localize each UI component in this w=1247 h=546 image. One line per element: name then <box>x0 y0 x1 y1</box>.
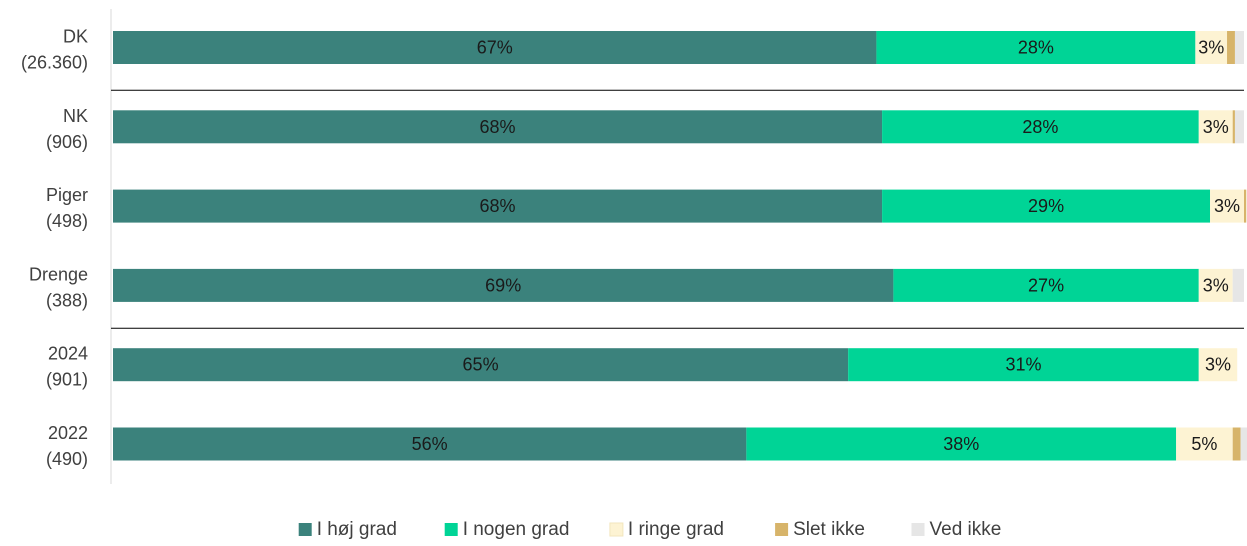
data-label: 38% <box>943 434 979 454</box>
bar-segment <box>113 110 883 144</box>
bar-segment <box>882 189 1211 223</box>
bar-segment <box>113 189 883 223</box>
data-label: 3% <box>1203 117 1229 137</box>
bar-segment <box>1227 31 1235 64</box>
legend: I høj grad I nogen grad I ringe grad Slet i… <box>298 519 1002 540</box>
data-label: 56% <box>412 434 448 454</box>
category-label: (388) <box>46 290 88 310</box>
data-label: 28% <box>1018 38 1054 58</box>
legend-label: I nogen grad <box>463 519 570 540</box>
data-label: 69% <box>485 275 521 295</box>
bar-segment <box>1198 268 1233 302</box>
bar-segment <box>848 348 1199 382</box>
legend-label: Ved ikke <box>930 519 1002 540</box>
data-label: 27% <box>1028 275 1064 295</box>
data-label: 3% <box>1214 196 1240 216</box>
bar-segment <box>1176 427 1233 461</box>
legend-swatch <box>298 523 312 536</box>
legend-swatch <box>444 523 458 536</box>
category-label: 2022 <box>48 423 88 443</box>
data-label: 68% <box>480 117 516 137</box>
data-label: 5% <box>1191 434 1217 454</box>
bar-segment <box>1232 427 1241 461</box>
data-label: 28% <box>1022 117 1058 137</box>
category-label: (26.360) <box>21 53 88 73</box>
bar-segment <box>1234 110 1244 144</box>
legend-label: I høj grad <box>317 519 397 540</box>
bar-segment <box>746 427 1177 461</box>
bar-segment <box>1234 31 1244 64</box>
bar-segment <box>876 31 1196 64</box>
category-label: Piger <box>46 185 88 205</box>
category-label: NK <box>63 106 88 126</box>
category-label: (490) <box>46 449 88 469</box>
bar-segment <box>893 268 1199 302</box>
bar-segment <box>113 427 747 461</box>
data-label: 67% <box>477 38 513 58</box>
data-label: 3% <box>1205 355 1231 375</box>
bar-segment <box>1244 189 1247 223</box>
category-label: (498) <box>46 211 88 231</box>
bar-segment <box>882 110 1199 144</box>
category-label: DK <box>63 27 88 47</box>
data-label: 3% <box>1203 275 1229 295</box>
bar-segment <box>1232 110 1235 144</box>
data-label: 31% <box>1005 355 1041 375</box>
bar-segment <box>1195 31 1228 64</box>
data-label: 29% <box>1028 196 1064 216</box>
bar-segment <box>1232 268 1244 302</box>
legend-label: I ringe grad <box>628 519 724 540</box>
bar-segment <box>1198 348 1238 382</box>
bar-segment <box>113 268 894 302</box>
legend-swatch <box>609 522 624 537</box>
category-label: (901) <box>46 370 88 390</box>
bar-segment <box>113 31 877 64</box>
bar-segment <box>1198 110 1233 144</box>
bar-segment <box>1210 189 1244 223</box>
data-label: 3% <box>1198 38 1224 58</box>
legend-label: Slet ikke <box>793 519 865 540</box>
category-label: 2024 <box>48 344 88 364</box>
legend-swatch <box>775 523 789 536</box>
data-label: 68% <box>480 196 516 216</box>
plot-area: DK (26.360) 67% 28% 3% NK (906) 68% 28% 3% Piger (4… <box>21 9 1247 484</box>
bar-segment <box>1240 427 1247 461</box>
data-label: 65% <box>463 355 499 375</box>
bar-segment <box>113 348 849 382</box>
category-label: (906) <box>46 132 88 152</box>
legend-swatch <box>911 523 925 536</box>
category-label: Drenge <box>29 264 88 284</box>
